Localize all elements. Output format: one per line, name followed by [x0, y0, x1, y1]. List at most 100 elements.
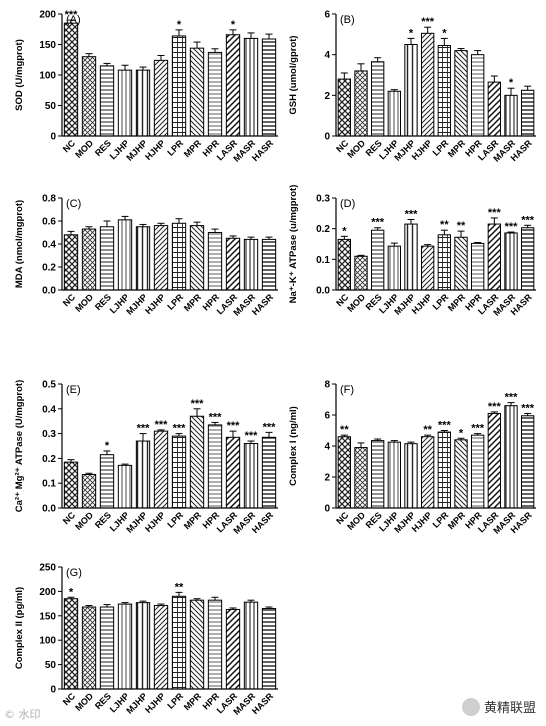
y-tick-label: 4	[324, 442, 330, 453]
y-axis-label: Complex II (pg/ml)	[14, 587, 25, 669]
x-tick-label: MPR	[182, 510, 204, 532]
significance-mark: ***	[521, 214, 535, 226]
bar-lpr	[437, 45, 451, 137]
watermark-text: 黄精联盟	[483, 701, 536, 716]
y-tick-label: 100	[39, 636, 56, 647]
bar-lasr	[225, 34, 241, 137]
y-tick-label: 0.2	[42, 454, 56, 465]
significance-mark: ***	[371, 217, 385, 229]
bar-res	[371, 440, 385, 509]
significance-mark: *	[459, 427, 464, 439]
y-tick-label: 0.4	[42, 240, 56, 251]
x-tick-label: MOD	[73, 292, 95, 314]
bar-mjhp	[404, 44, 418, 137]
y-tick-label: 200	[39, 587, 56, 598]
y-tick-label: 0.2	[316, 224, 330, 235]
bar-lasr	[225, 436, 241, 509]
x-tick-label: HJHP	[143, 510, 167, 534]
significance-mark: ***	[438, 420, 452, 432]
y-tick-label: 0.0	[42, 504, 56, 515]
bar-nc	[337, 238, 351, 291]
bar-masr	[504, 94, 518, 137]
significance-mark: **	[457, 220, 466, 232]
bar-res	[371, 61, 385, 137]
bar-lasr	[487, 223, 501, 291]
bar-nc	[337, 78, 351, 137]
y-tick-label: 6	[324, 10, 330, 21]
bar-lasr	[487, 81, 501, 137]
significance-mark: **	[175, 581, 184, 593]
panel-label: (G)	[66, 567, 82, 579]
bar-nc	[63, 22, 79, 137]
x-tick-label: LPR	[165, 691, 185, 711]
x-tick-label: HASR	[250, 138, 275, 163]
bar-hjhp	[153, 430, 169, 509]
y-tick-label: 50	[45, 660, 57, 671]
bar-lpr	[171, 222, 187, 291]
y-tick-label: 150	[39, 40, 56, 51]
watermark-left-text: © 水印	[4, 708, 41, 721]
bar-res	[99, 454, 115, 509]
bar-hasr	[521, 415, 535, 509]
bar-masr	[504, 232, 518, 291]
bar-hjhp	[421, 245, 435, 291]
bar-lasr	[225, 237, 241, 291]
bar-mpr	[189, 415, 205, 509]
y-tick-label: 100	[39, 71, 56, 82]
chart-panel-7: *NCMODRESLJHPMJHPHJHP**LPRMPRHPRLASRMASR…	[14, 563, 278, 717]
x-tick-label: LPR	[165, 510, 185, 530]
significance-mark: ***	[245, 430, 259, 442]
panel-label: (A)	[66, 14, 81, 26]
bar-hpr	[471, 242, 485, 291]
y-tick-label: 2	[324, 91, 330, 102]
x-tick-label: MOD	[73, 510, 95, 532]
x-tick-label: HJHP	[143, 691, 167, 715]
significance-mark: ***	[263, 421, 277, 433]
panel-label: (E)	[66, 384, 81, 396]
bar-ljhp	[387, 441, 401, 509]
x-tick-label: MJHP	[124, 510, 149, 535]
bar-ljhp	[387, 90, 401, 137]
bar-nc	[63, 461, 79, 509]
y-tick-label: 0	[324, 132, 330, 143]
significance-mark: ***	[488, 401, 502, 413]
bar-masr	[504, 405, 518, 509]
y-tick-label: 0.0	[42, 286, 56, 297]
bar-mpr	[189, 599, 205, 690]
significance-mark: *	[231, 19, 236, 31]
x-tick-label: MPR	[446, 138, 468, 160]
y-axis-label: GSH (umol/gprot)	[288, 35, 299, 114]
significance-mark: *	[409, 27, 414, 39]
bar-hpr	[207, 51, 223, 137]
significance-mark: ***	[155, 419, 169, 431]
significance-mark: *	[105, 440, 110, 452]
x-tick-label: MOD	[345, 292, 367, 314]
bar-lpr	[171, 435, 187, 509]
significance-mark: ***	[505, 392, 519, 404]
y-tick-label: 2	[324, 473, 330, 484]
panel-label: (D)	[340, 198, 355, 210]
bar-hpr	[207, 232, 223, 291]
bar-hasr	[521, 89, 535, 137]
x-tick-label: HASR	[250, 510, 275, 535]
bar-nc	[337, 436, 351, 509]
y-tick-label: 0	[50, 685, 56, 696]
y-tick-label: 0.6	[42, 217, 56, 228]
bar-mjhp	[404, 443, 418, 509]
chart-panel-6: **NCMODRESLJHPMJHP**HJHP***LPR*MPR***HPR…	[288, 380, 536, 536]
significance-mark: **	[340, 424, 349, 436]
bar-lasr	[225, 608, 241, 690]
significance-mark: ***	[173, 423, 187, 435]
x-tick-label: MPR	[182, 138, 204, 160]
y-tick-label: 50	[45, 101, 57, 112]
x-tick-label: MPR	[182, 691, 204, 713]
significance-mark: *	[509, 77, 514, 89]
bar-hasr	[521, 227, 535, 291]
bar-mod	[81, 474, 97, 509]
x-tick-label: HJHP	[143, 138, 167, 162]
y-axis-label: SOD (U/mgprot)	[14, 39, 25, 111]
x-tick-label: MJHP	[124, 292, 149, 317]
bar-hjhp	[153, 225, 169, 291]
bar-lpr	[171, 595, 187, 690]
bar-ljhp	[117, 464, 133, 509]
